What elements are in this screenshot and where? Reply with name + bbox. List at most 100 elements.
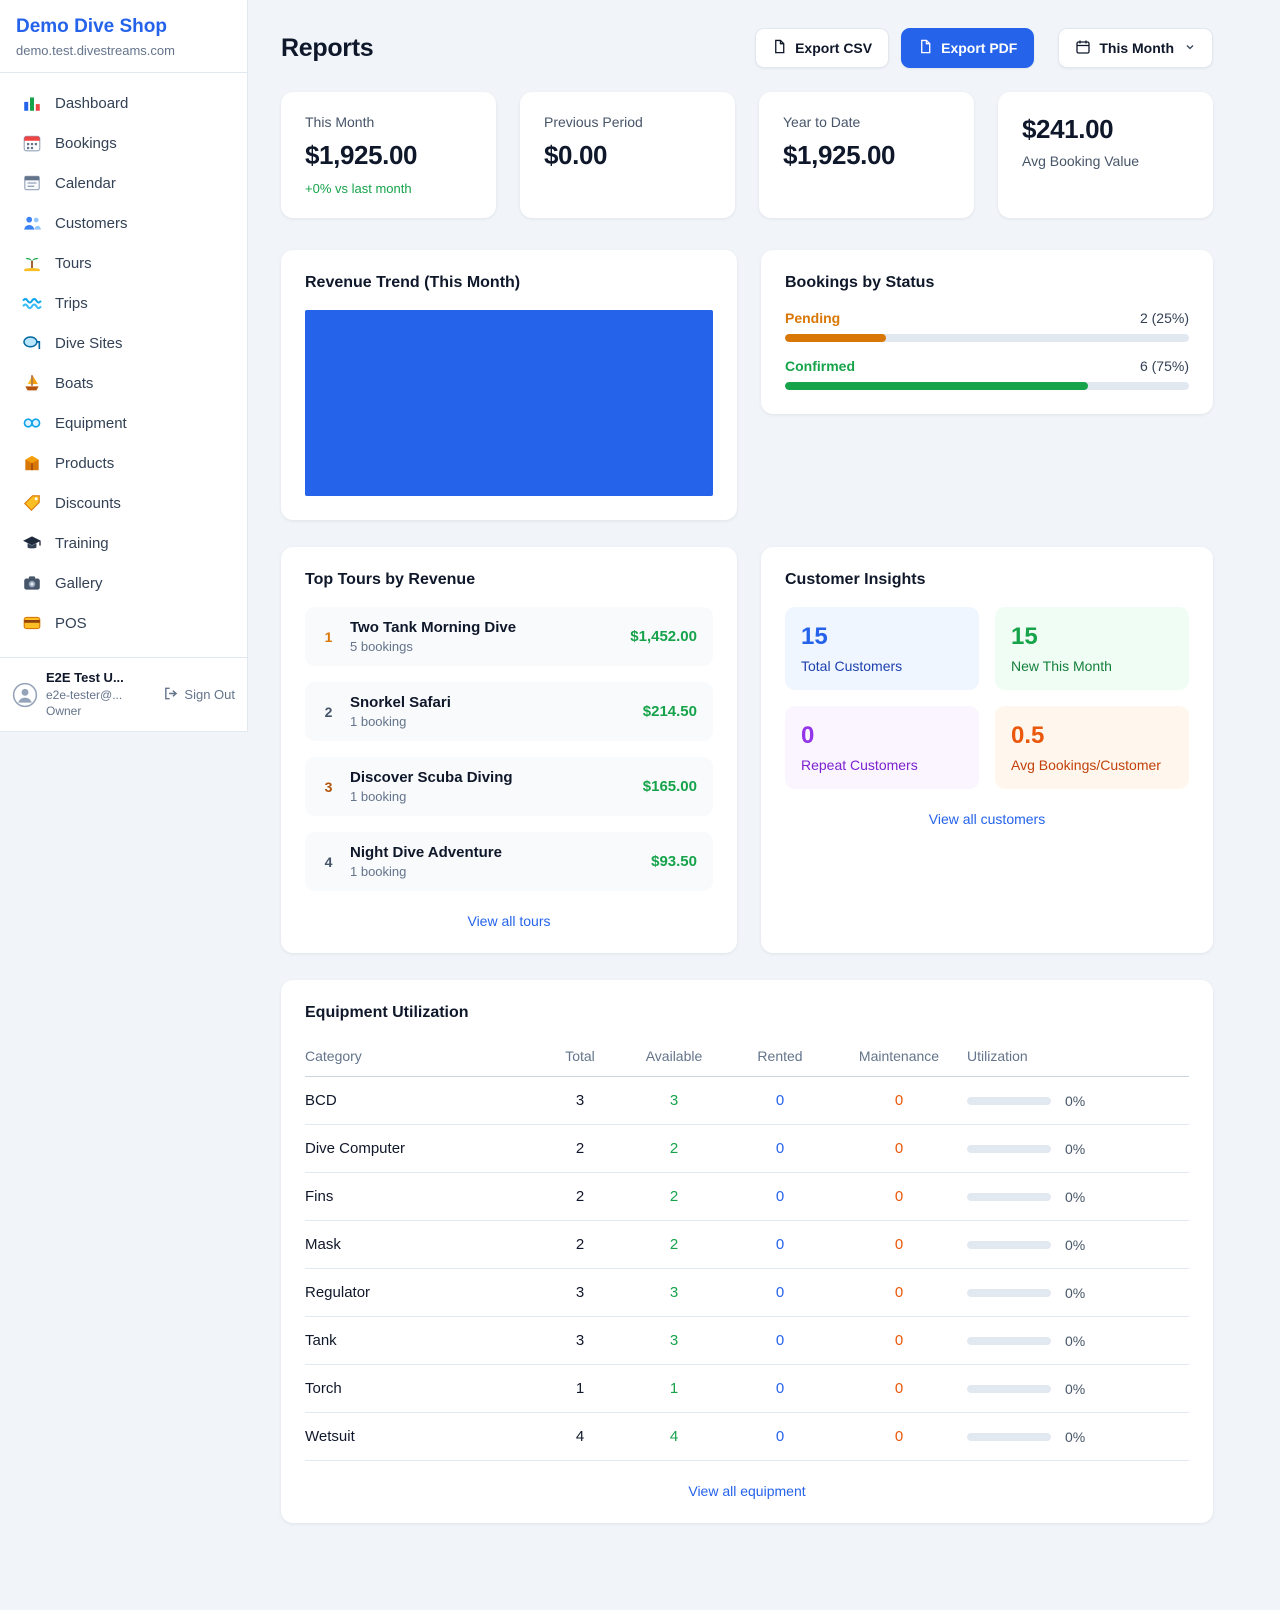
user-avatar-icon	[12, 682, 38, 708]
equipment-rented: 0	[729, 1364, 831, 1413]
equipment-maintenance: 0	[831, 1172, 967, 1221]
status-label: Pending	[785, 310, 841, 326]
equipment-row-fins: Fins 2 2 0 0 0%	[305, 1172, 1189, 1221]
revenue-trend-bar	[305, 310, 713, 496]
products-icon	[22, 453, 42, 473]
bookings-status-title: Bookings by Status	[785, 274, 935, 291]
mid-row: Top Tours by Revenue 1 Two Tank Morning D…	[281, 547, 1213, 953]
main-content: Reports Export CSV Export PDF This Month	[281, 0, 1213, 1523]
page-header: Reports Export CSV Export PDF This Month	[281, 28, 1213, 68]
tour-revenue: $93.50	[651, 853, 697, 870]
sidebar-item-label: Trips	[55, 294, 88, 312]
utilization-bar	[967, 1096, 1051, 1105]
sidebar-item-dashboard[interactable]: Dashboard	[12, 83, 235, 123]
stat-value: $1,925.00	[783, 140, 896, 170]
user-role: Owner	[46, 704, 82, 719]
utilization-percent: 0%	[1065, 1140, 1086, 1157]
status-label: Confirmed	[785, 358, 855, 374]
tile-value: 15	[801, 623, 828, 650]
sidebar-item-products[interactable]: Products	[12, 443, 235, 483]
view-all-tours-link[interactable]: View all tours	[467, 913, 551, 929]
sidebar-item-label: Boats	[55, 374, 94, 392]
view-all-customers-link[interactable]: View all customers	[928, 811, 1046, 827]
sidebar-item-tours[interactable]: Tours	[12, 243, 235, 283]
equipment-total: 2	[541, 1172, 619, 1221]
insight-tile-total-customers: 15 Total Customers	[785, 607, 979, 690]
sidebar-item-pos[interactable]: POS	[12, 603, 235, 643]
column-header: Total	[541, 1040, 619, 1077]
equipment-category: Torch	[305, 1364, 541, 1413]
equipment-maintenance: 0	[831, 1316, 967, 1365]
equipment-rented: 0	[729, 1316, 831, 1365]
sidebar-item-calendar[interactable]: Calendar	[12, 163, 235, 203]
export-pdf-button[interactable]: Export PDF	[901, 28, 1035, 68]
sidebar-item-label: Discounts	[55, 494, 121, 512]
dashboard-icon	[22, 93, 42, 113]
pos-icon	[22, 613, 42, 633]
stat-label: Avg Booking Value	[1022, 153, 1140, 169]
sign-out-label: Sign Out	[184, 687, 235, 703]
stat-card-this-month: This Month $1,925.00 +0% vs last month	[281, 92, 496, 218]
stat-value: $0.00	[544, 140, 608, 170]
stat-label: Previous Period	[544, 114, 643, 130]
user-name: E2E Test U...	[46, 670, 124, 685]
utilization-percent: 0%	[1065, 1284, 1086, 1301]
tour-bookings-count: 1 booking	[350, 714, 407, 729]
tile-label: Repeat Customers	[801, 757, 918, 773]
sidebar: Demo Dive Shop demo.test.divestreams.com…	[0, 0, 248, 733]
equipment-row-bcd: BCD 3 3 0 0 0%	[305, 1076, 1189, 1125]
stat-value: $241.00	[1022, 114, 1114, 144]
sidebar-item-label: Gallery	[55, 574, 103, 592]
sidebar-item-dive-sites[interactable]: Dive Sites	[12, 323, 235, 363]
sidebar-item-equipment[interactable]: Equipment	[12, 403, 235, 443]
boats-icon	[22, 373, 42, 393]
export-csv-button[interactable]: Export CSV	[755, 28, 890, 68]
equipment-available: 2	[619, 1124, 729, 1173]
utilization-bar	[967, 1432, 1051, 1441]
user-box: E2E Test U... e2e-tester@... Owner Sign …	[0, 657, 247, 731]
bookings-icon	[22, 133, 42, 153]
utilization-bar	[967, 1336, 1051, 1345]
revenue-trend-title: Revenue Trend (This Month)	[305, 274, 521, 291]
tours-icon	[22, 253, 42, 273]
utilization-bar	[967, 1144, 1051, 1153]
sign-out-button[interactable]: Sign Out	[163, 686, 235, 704]
status-progress-bar	[785, 382, 1189, 390]
stats-row: This Month $1,925.00 +0% vs last month P…	[281, 92, 1213, 218]
tour-rank: 3	[324, 778, 333, 795]
status-count: 6 (75%)	[1139, 358, 1189, 374]
tour-revenue: $214.50	[642, 703, 697, 720]
tour-name: Night Dive Adventure	[350, 844, 502, 861]
user-meta: E2E Test U... e2e-tester@... Owner	[46, 670, 155, 719]
equipment-total: 3	[541, 1076, 619, 1125]
equipment-total: 2	[541, 1220, 619, 1269]
view-all-equipment-link[interactable]: View all equipment	[688, 1483, 806, 1499]
stat-delta: +0% vs last month	[305, 181, 412, 196]
sidebar-item-discounts[interactable]: Discounts	[12, 483, 235, 523]
sidebar-item-label: Dashboard	[55, 94, 129, 112]
tour-bookings-count: 1 booking	[350, 789, 407, 804]
sidebar-item-training[interactable]: Training	[12, 523, 235, 563]
sidebar-item-trips[interactable]: Trips	[12, 283, 235, 323]
insight-tiles: 15 Total Customers 15 New This Month 0 Repeat…	[785, 607, 1189, 789]
insight-tile-avg-bookings-customer: 0.5 Avg Bookings/Customer	[995, 706, 1189, 789]
tour-row: 1 Two Tank Morning Dive 5 bookings $1,452.0…	[305, 607, 713, 666]
gallery-icon	[22, 573, 42, 593]
sidebar-item-customers[interactable]: Customers	[12, 203, 235, 243]
column-header: Available	[619, 1040, 729, 1077]
equipment-total: 4	[541, 1412, 619, 1461]
sidebar-item-label: Customers	[55, 214, 128, 232]
sidebar-item-bookings[interactable]: Bookings	[12, 123, 235, 163]
sidebar-item-label: Training	[55, 534, 109, 552]
period-dropdown[interactable]: This Month	[1058, 28, 1213, 68]
tour-revenue: $165.00	[642, 778, 697, 795]
tour-rank: 2	[324, 703, 333, 720]
tour-rank: 4	[324, 853, 333, 870]
equipment-available: 1	[619, 1364, 729, 1413]
sidebar-item-label: Products	[55, 454, 115, 472]
sidebar-item-boats[interactable]: Boats	[12, 363, 235, 403]
equipment-row-wetsuit: Wetsuit 4 4 0 0 0%	[305, 1412, 1189, 1461]
sidebar-item-gallery[interactable]: Gallery	[12, 563, 235, 603]
utilization-percent: 0%	[1065, 1332, 1086, 1349]
page-title: Reports	[281, 33, 374, 62]
